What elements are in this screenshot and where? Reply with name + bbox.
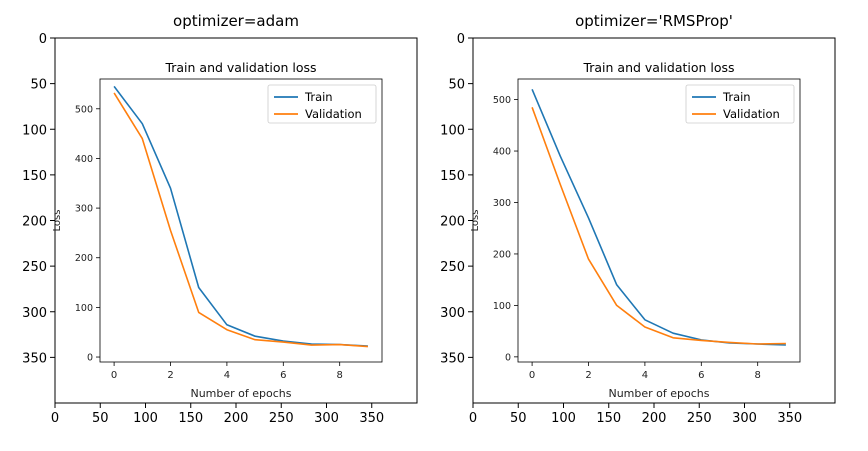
- inner-frame: [517, 78, 801, 363]
- outer-ytick-label: 350: [440, 351, 465, 366]
- inner-xtick-label: 4: [642, 370, 648, 381]
- inner-xtick-label: 0: [529, 370, 535, 381]
- inner-xtick-label: 0: [111, 370, 117, 381]
- outer-ytick-label: 150: [22, 169, 47, 184]
- outer-ytick-label: 300: [22, 306, 47, 321]
- series-line-validation: [531, 107, 786, 345]
- inner-ytick-label: 400: [493, 147, 511, 158]
- outer-xtick-label: 100: [551, 411, 576, 426]
- outer-ytick-label: 300: [440, 306, 465, 321]
- inner-ytick-label: 100: [493, 301, 511, 312]
- inner-ylabel: Loss: [52, 210, 63, 232]
- inner-xtick-label: 8: [337, 370, 343, 381]
- inner-xtick-label: 4: [224, 370, 230, 381]
- outer-xtick-label: 250: [269, 411, 294, 426]
- inner-ytick-label: 0: [87, 353, 93, 364]
- inner-chart-1: Train and validation loss Number of epoch…: [470, 60, 801, 400]
- legend-label-train: Train: [722, 90, 751, 104]
- inner-ytick-label: 200: [75, 253, 93, 264]
- legend-label-train: Train: [304, 90, 333, 104]
- inner-xlabel: Number of epochs: [608, 387, 709, 400]
- legend-label-validation: Validation: [305, 107, 362, 121]
- inner-ytick-label: 300: [75, 204, 93, 215]
- outer-ytick-label: 150: [440, 169, 465, 184]
- inner-ytick-label: 200: [493, 249, 511, 260]
- outer-xtick-label: 50: [510, 411, 527, 426]
- outer-xtick-label: 150: [596, 411, 621, 426]
- inner-title: Train and validation loss: [582, 60, 734, 75]
- outer-xtick-label: 100: [133, 411, 158, 426]
- outer-ytick-label: 0: [457, 32, 465, 47]
- outer-ytick-label: 50: [448, 78, 465, 93]
- inner-ytick-label: 400: [75, 154, 93, 165]
- legend: Train Validation: [685, 84, 795, 124]
- outer-xtick-label: 200: [224, 411, 249, 426]
- inner-xtick-label: 2: [167, 370, 173, 381]
- outer-ytick-label: 200: [22, 215, 47, 230]
- outer-ytick-label: 200: [440, 215, 465, 230]
- inner-ytick-label: 300: [493, 198, 511, 209]
- inner-ytick-label: 500: [493, 95, 511, 106]
- outer-xtick-label: 50: [92, 411, 109, 426]
- inner-xtick-label: 8: [755, 370, 761, 381]
- inner-xlabel: Number of epochs: [190, 387, 291, 400]
- outer-xtick-label: 300: [314, 411, 339, 426]
- legend: Train Validation: [267, 84, 377, 124]
- outer-xtick-label: 150: [178, 411, 203, 426]
- outer-ytick-label: 100: [22, 123, 47, 138]
- series-line-validation: [113, 92, 368, 348]
- inner-chart-0: Train and validation loss Number of epoch…: [52, 60, 383, 400]
- outer-xtick-label: 350: [359, 411, 384, 426]
- outer-xtick-label: 300: [732, 411, 757, 426]
- outer-xtick-label: 200: [642, 411, 667, 426]
- inner-ytick-label: 100: [75, 303, 93, 314]
- inner-ytick-label: 500: [75, 104, 93, 115]
- outer-ytick-label: 0: [39, 32, 47, 47]
- inner-frame: [99, 78, 383, 363]
- outer-ytick-label: 250: [440, 260, 465, 275]
- outer-xtick-label: 0: [469, 411, 477, 426]
- outer-title: optimizer='RMSProp': [575, 12, 733, 30]
- outer-ytick-label: 50: [30, 78, 47, 93]
- outer-ytick-label: 250: [22, 260, 47, 275]
- inner-xtick-label: 6: [698, 370, 704, 381]
- outer-ytick-label: 350: [22, 351, 47, 366]
- outer-xtick-label: 0: [51, 411, 59, 426]
- outer-xtick-label: 350: [777, 411, 802, 426]
- outer-title: optimizer=adam: [173, 12, 299, 30]
- inner-title: Train and validation loss: [164, 60, 316, 75]
- outer-xtick-label: 250: [687, 411, 712, 426]
- inner-xtick-label: 6: [280, 370, 286, 381]
- legend-label-validation: Validation: [723, 107, 780, 121]
- inner-ytick-label: 0: [505, 352, 511, 363]
- subplot-1: optimizer='RMSProp'0 50 100 150 200 250 300 350…: [440, 12, 836, 426]
- outer-ytick-label: 100: [440, 123, 465, 138]
- inner-xtick-label: 2: [585, 370, 591, 381]
- inner-ylabel: Loss: [470, 210, 481, 232]
